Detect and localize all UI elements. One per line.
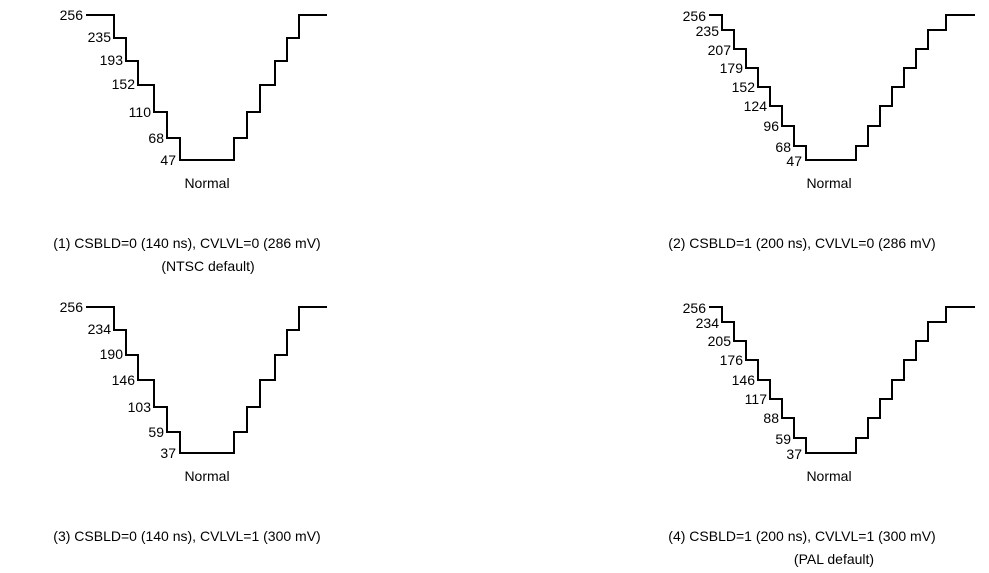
normal-label: Normal [184, 468, 229, 484]
level-label: 146 [732, 372, 756, 388]
level-label: 234 [696, 315, 720, 331]
panel-note: (PAL default) [794, 551, 874, 567]
level-label: 68 [775, 139, 791, 155]
level-label: 47 [786, 153, 802, 169]
level-label: 234 [88, 321, 112, 337]
level-label: 152 [112, 76, 136, 92]
level-label: 205 [708, 333, 732, 349]
level-label: 152 [732, 79, 756, 95]
level-label: 256 [60, 299, 84, 315]
panel-4: 256 234 205 176 146 117 88 59 37 Normal … [668, 300, 975, 567]
staircase-waveform-3 [86, 306, 327, 454]
level-label: 96 [763, 118, 779, 134]
level-label: 117 [745, 391, 768, 407]
normal-label: Normal [184, 175, 229, 191]
normal-label: Normal [806, 468, 851, 484]
level-label: 88 [763, 410, 779, 426]
level-label: 37 [160, 445, 176, 461]
level-label: 59 [148, 424, 164, 440]
staircase-waveform-2 [709, 14, 975, 161]
panel-caption: (3) CSBLD=0 (140 ns), CVLVL=1 (300 mV) [53, 528, 320, 544]
staircase-waveform-4 [709, 306, 975, 454]
panel-caption: (2) CSBLD=1 (200 ns), CVLVL=0 (286 mV) [668, 235, 935, 251]
level-label: 59 [775, 431, 791, 447]
level-label: 256 [683, 8, 707, 24]
level-label: 207 [708, 42, 732, 58]
level-label: 190 [100, 346, 124, 362]
panel-3: 256 234 190 146 103 59 37 Normal (3) CSB… [53, 299, 327, 544]
normal-label: Normal [806, 175, 851, 191]
level-label: 68 [148, 130, 164, 146]
level-label: 47 [160, 152, 176, 168]
staircase-waveform-1 [86, 14, 327, 161]
level-label: 235 [88, 29, 112, 45]
level-label: 110 [129, 104, 152, 120]
panel-caption: (1) CSBLD=0 (140 ns), CVLVL=0 (286 mV) [53, 235, 320, 251]
panel-1: 256 235 193 152 110 68 47 Normal (1) CSB… [53, 7, 327, 274]
level-label: 146 [112, 372, 136, 388]
panel-2: 256 235 207 179 152 124 96 68 47 Normal … [668, 8, 975, 251]
level-label: 179 [720, 60, 744, 76]
level-label: 256 [60, 7, 84, 23]
level-label: 37 [786, 446, 802, 462]
panel-note: (NTSC default) [161, 258, 254, 274]
level-label: 103 [128, 399, 152, 415]
level-label: 176 [720, 352, 744, 368]
panel-caption: (4) CSBLD=1 (200 ns), CVLVL=1 (300 mV) [668, 528, 935, 544]
level-label: 193 [100, 52, 124, 68]
level-label: 256 [683, 300, 707, 316]
level-label: 124 [744, 98, 768, 114]
level-label: 235 [696, 23, 720, 39]
